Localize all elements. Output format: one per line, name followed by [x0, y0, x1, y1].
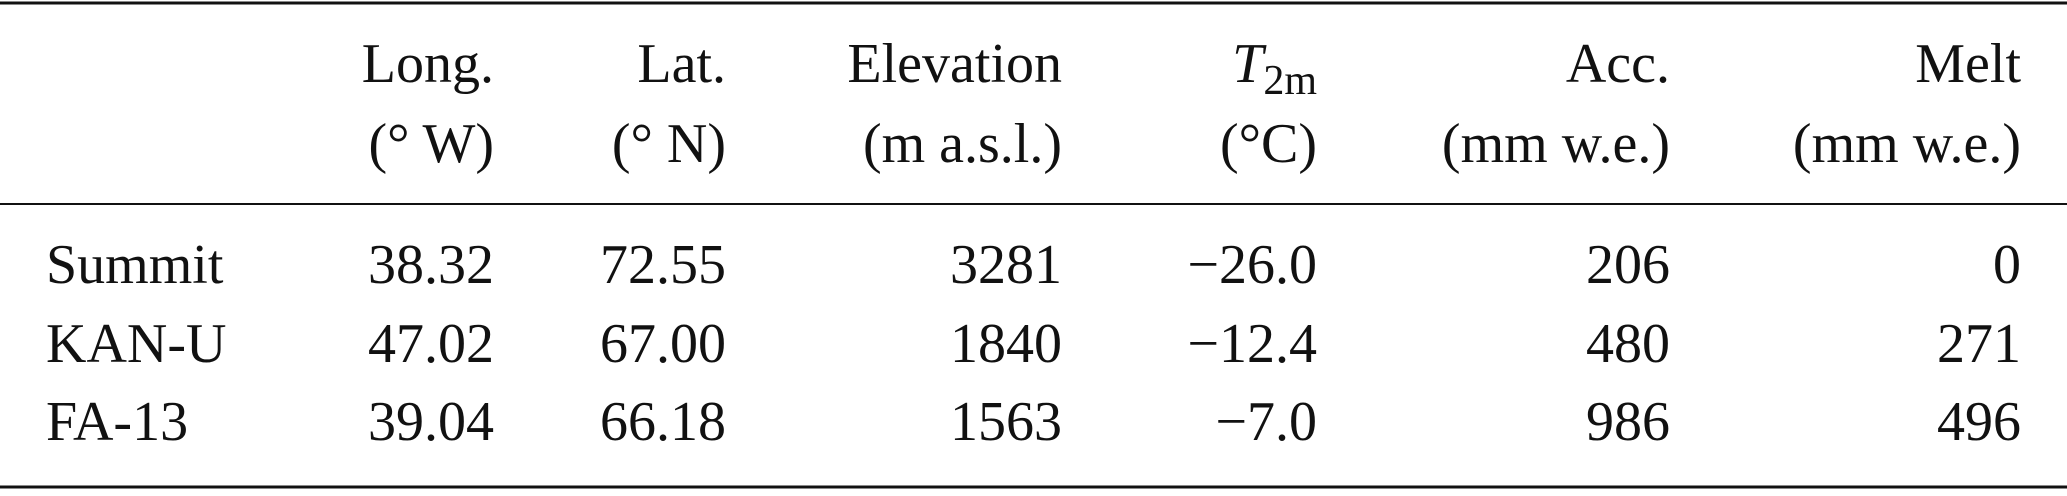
cell-value: 38.32: [368, 234, 494, 296]
cell-value: 271: [1937, 313, 2021, 375]
header-label: Elevation: [847, 33, 1062, 95]
cell-value: 47.02: [368, 313, 494, 375]
header-label: Lat.: [637, 33, 726, 95]
cell-value: −26.0: [1187, 234, 1317, 296]
station-name: FA-13: [46, 391, 188, 453]
header-unit: (mm w.e.): [1442, 113, 1670, 175]
header-label: Acc.: [1566, 33, 1670, 95]
cell-value: 72.55: [600, 234, 726, 296]
cell-value: 1840: [950, 313, 1062, 375]
symbol: T: [1232, 33, 1267, 95]
cell-value: 3281: [950, 234, 1062, 296]
subscript: 2m: [1263, 58, 1317, 104]
cell-value: 67.00: [600, 313, 726, 375]
station-name: KAN-U: [46, 313, 226, 375]
cell-value: 480: [1586, 313, 1670, 375]
station-name: Summit: [46, 234, 224, 296]
cell-value: −7.0: [1215, 391, 1317, 453]
header-unit: (mm w.e.): [1793, 113, 2021, 175]
cell-value: 1563: [950, 391, 1062, 453]
header-symbol: T2m: [1232, 33, 1317, 104]
cell-value: 66.18: [600, 391, 726, 453]
cell-value: 39.04: [368, 391, 494, 453]
cell-value: 206: [1586, 234, 1670, 296]
header-unit: (m a.s.l.): [863, 113, 1062, 175]
cell-value: 0: [1993, 234, 2021, 296]
cell-value: 496: [1937, 391, 2021, 453]
header-unit: (°C): [1220, 113, 1317, 175]
cell-value: −12.4: [1187, 313, 1317, 375]
header-unit: (° W): [368, 113, 494, 175]
header-label: Long.: [362, 33, 494, 95]
cell-value: 986: [1586, 391, 1670, 453]
header-label: Melt: [1915, 33, 2021, 95]
header-unit: (° N): [612, 113, 726, 175]
